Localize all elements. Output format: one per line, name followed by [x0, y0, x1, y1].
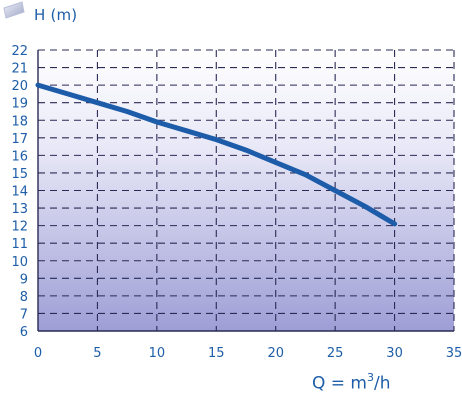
- y-tick-label: 17: [11, 132, 28, 147]
- y-axis-label: H (m): [34, 6, 78, 24]
- x-tick-label: 0: [34, 346, 42, 361]
- y-tick-label: 7: [20, 307, 28, 322]
- x-axis-label: Q = m3/h: [312, 371, 391, 394]
- y-tick-label: 14: [11, 185, 28, 200]
- x-tick-label: 20: [267, 346, 284, 361]
- y-tick-label: 11: [11, 237, 28, 252]
- y-tick-label: 16: [11, 149, 28, 164]
- x-tick-label: 5: [93, 346, 101, 361]
- y-tick-label: 15: [11, 167, 28, 182]
- axis-arrow-icon: [3, 1, 25, 19]
- y-tick-label: 8: [20, 290, 28, 305]
- x-tick-label: 30: [386, 346, 403, 361]
- x-tick-label: 10: [149, 346, 166, 361]
- y-tick-label: 22: [11, 44, 28, 59]
- y-tick-label: 10: [11, 255, 28, 270]
- y-tick-label: 21: [11, 62, 28, 77]
- x-tick-label: 25: [327, 346, 344, 361]
- y-tick-label: 6: [20, 325, 28, 340]
- y-tick-label: 19: [11, 97, 28, 112]
- y-tick-label: 18: [11, 114, 28, 129]
- x-tick-label: 35: [446, 346, 462, 361]
- y-tick-label: 12: [11, 220, 28, 235]
- y-tick-label: 13: [11, 202, 28, 217]
- y-tick-label: 20: [11, 79, 28, 94]
- y-tick-label: 9: [20, 272, 28, 287]
- x-tick-label: 15: [208, 346, 225, 361]
- series-line: [35, 82, 398, 227]
